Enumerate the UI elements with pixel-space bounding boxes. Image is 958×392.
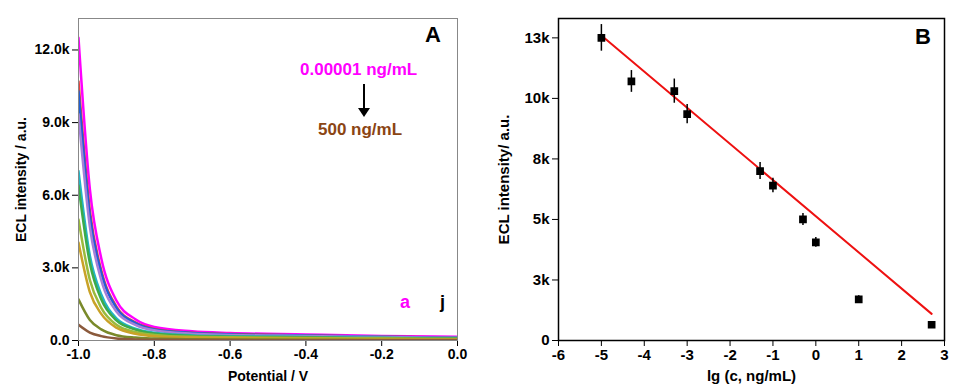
svg-text:10k: 10k (524, 89, 550, 106)
svg-text:ECL intensity/ a.u.: ECL intensity/ a.u. (495, 115, 512, 245)
svg-text:-0.2: -0.2 (370, 346, 394, 362)
svg-text:5k: 5k (533, 210, 550, 227)
html-text:A: A (425, 22, 441, 47)
svg-text:Potential / V: Potential / V (228, 368, 309, 384)
svg-text:9.0k: 9.0k (42, 114, 69, 130)
svg-text:12.0k: 12.0k (34, 41, 69, 57)
svg-text:-2: -2 (723, 346, 736, 363)
svg-text:ECL intensity / a.u.: ECL intensity / a.u. (13, 117, 29, 242)
svg-text:lg (c, ng/mL): lg (c, ng/mL) (707, 367, 796, 384)
svg-text:13k: 13k (524, 29, 550, 46)
svg-text:-1.0: -1.0 (66, 346, 90, 362)
svg-text:-0.4: -0.4 (294, 346, 318, 362)
svg-text:-0.8: -0.8 (142, 346, 166, 362)
svg-text:-3: -3 (680, 346, 693, 363)
svg-text:-5: -5 (595, 346, 608, 363)
svg-text:-1: -1 (766, 346, 779, 363)
svg-text:-6: -6 (552, 346, 565, 363)
svg-text:1: 1 (855, 346, 863, 363)
svg-text:0.0: 0.0 (50, 332, 70, 348)
svg-text:8k: 8k (533, 150, 550, 167)
svg-text:3.0k: 3.0k (42, 259, 69, 275)
svg-text:-0.6: -0.6 (218, 346, 242, 362)
svg-text:0: 0 (541, 331, 549, 348)
html-text:0.00001 ng/mL: 0.00001 ng/mL (300, 60, 418, 79)
svg-text:0: 0 (812, 346, 820, 363)
svg-text:3: 3 (940, 346, 948, 363)
svg-text:6.0k: 6.0k (42, 187, 69, 203)
svg-text:0.0: 0.0 (448, 346, 468, 362)
html-text:500 ng/mL: 500 ng/mL (318, 120, 403, 139)
svg-text:3k: 3k (533, 271, 550, 288)
svg-text:-4: -4 (638, 346, 652, 363)
svg-text:2: 2 (897, 346, 905, 363)
html-text:B: B (915, 24, 931, 49)
html-text:j: j (440, 292, 445, 312)
html-text:a: a (400, 292, 410, 312)
